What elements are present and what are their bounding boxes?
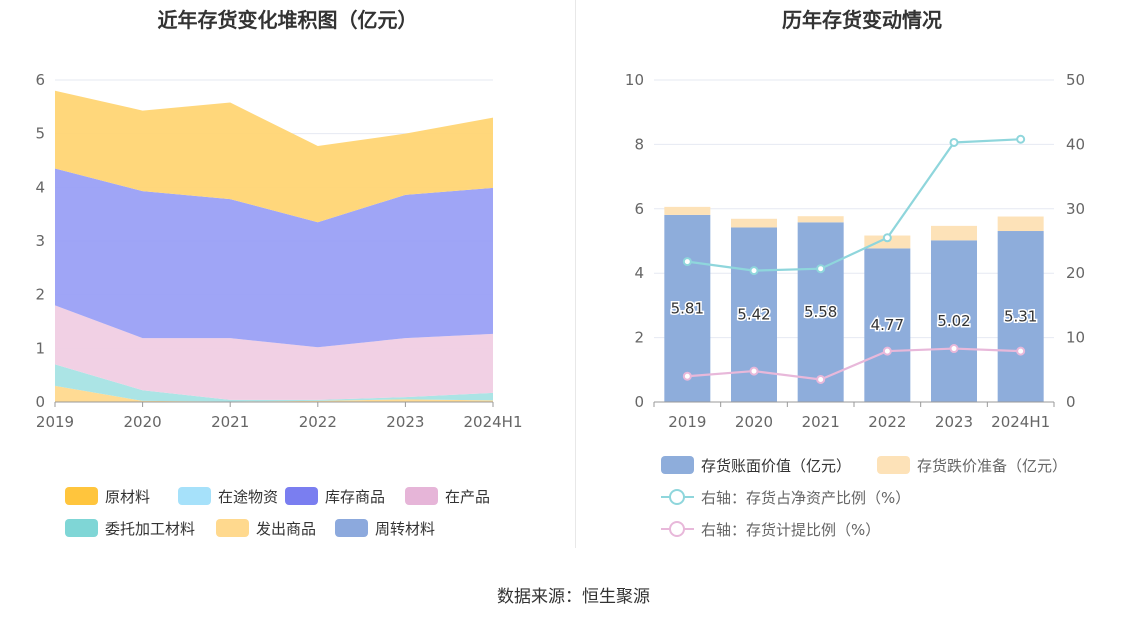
y-tick-label: 4: [35, 178, 45, 196]
right-chart-panel: 历年存货变动情况 0 2 4 6 8 10 0 10 20 30 40 50 5.81 5.42 5.58 4…: [577, 0, 1147, 560]
stacked-area-chart: 0 1 2 3 4 5 6 2019 2020 2021 2022 2023 2024H1 原材料 在途物资…: [35, 71, 523, 538]
legend-swatch-周转材料: [335, 519, 368, 537]
bar-存货跌价准备（亿元）: [997, 216, 1044, 232]
data-source-note: 数据来源：恒生聚源: [497, 587, 650, 607]
legend-label-net-asset-ratio: 右轴：存货占净资产比例（%）: [701, 489, 910, 507]
panel-divider: [575, 0, 576, 548]
y-right-tick-label: 30: [1066, 200, 1085, 218]
line-右轴：存货占净资产比例（%）: [687, 138, 1021, 272]
legend-swatch-库存商品: [285, 487, 318, 505]
bar-value-label: 5.42: [737, 306, 770, 324]
area-series-在产品: [55, 305, 493, 400]
legend-label-周转材料: 周转材料: [375, 520, 435, 538]
area-series-库存商品: [55, 168, 493, 348]
bar-存货账面价值（亿元）: [864, 248, 911, 402]
line-右轴：存货计提比例（%）: [687, 347, 1021, 381]
line-point: [1016, 346, 1026, 356]
x-tick-label: 2023: [935, 413, 973, 431]
y-tick-label: 1: [35, 339, 45, 357]
x-tick-label: 2020: [124, 413, 162, 431]
x-tick-label: 2022: [868, 413, 906, 431]
y-right-tick-label: 20: [1066, 264, 1085, 282]
legend-label-在途物资: 在途物资: [218, 488, 278, 506]
line-point: [816, 374, 826, 384]
y-left-tick-label: 10: [625, 71, 644, 89]
line-point: [949, 344, 959, 354]
y-tick-label: 0: [35, 393, 45, 411]
left-chart-title: 近年存货变化堆积图（亿元）: [157, 8, 418, 32]
y-right-tick-label: 50: [1066, 71, 1085, 89]
legend-label-委托加工材料: 委托加工材料: [105, 520, 195, 538]
legend-swatch-原材料: [65, 487, 98, 505]
legend-label-book-value: 存货账面价值（亿元）: [701, 457, 851, 475]
y-right-tick-label: 40: [1066, 135, 1085, 153]
inventory-bar-line-chart: 0 2 4 6 8 10 0 10 20 30 40 50 5.81 5.42 5.58 4.77 5.02 5.…: [625, 71, 1085, 539]
line-point: [682, 371, 692, 381]
legend-label-发出商品: 发出商品: [256, 520, 316, 538]
left-chart-panel: 近年存货变化堆积图（亿元） 0 1 2 3 4 5 6 2019 2020 2021 2022 202…: [0, 0, 575, 560]
bar-存货账面价值（亿元）: [997, 231, 1044, 402]
x-tick-label: 2020: [735, 413, 773, 431]
line-point: [1016, 134, 1026, 144]
bar-存货跌价准备（亿元）: [931, 225, 977, 241]
area-series-原材料: [55, 90, 493, 223]
x-tick-label: 2024H1: [464, 413, 523, 431]
legend-label-provision-ratio: 右轴：存货计提比例（%）: [701, 521, 880, 539]
x-tick-label: 2019: [36, 413, 74, 431]
line-point: [882, 346, 892, 356]
y-left-tick-label: 0: [634, 393, 644, 411]
legend-label-provision: 存货跌价准备（亿元）: [917, 457, 1067, 475]
area-series-发出商品: [55, 385, 493, 402]
line-point: [682, 257, 692, 267]
line-point: [749, 266, 759, 276]
y-right-tick-label: 10: [1066, 329, 1085, 347]
area-series-委托加工材料: [55, 364, 493, 402]
bar-存货跌价准备（亿元）: [731, 218, 777, 228]
bar-存货账面价值（亿元）: [931, 240, 977, 402]
y-tick-label: 3: [35, 232, 45, 250]
x-tick-label: 2019: [668, 413, 706, 431]
y-left-tick-label: 8: [634, 135, 644, 153]
legend-swatch-在产品: [405, 487, 438, 505]
legend-swatch-book-value: [661, 456, 694, 474]
x-tick-label: 2023: [386, 413, 424, 431]
x-tick-label: 2022: [299, 413, 337, 431]
y-tick-label: 5: [35, 125, 45, 143]
x-tick-label: 2024H1: [991, 413, 1050, 431]
line-point: [749, 366, 759, 376]
bar-value-label: 5.02: [937, 312, 970, 330]
bar-value-label: 5.58: [804, 303, 837, 321]
y-tick-label: 6: [35, 71, 45, 89]
x-tick-label: 2021: [211, 413, 249, 431]
bar-value-label: 5.81: [671, 299, 704, 317]
legend-marker-provision-ratio: [669, 521, 685, 537]
line-point: [816, 264, 826, 274]
line-point: [882, 233, 892, 243]
y-left-tick-label: 6: [634, 200, 644, 218]
right-chart-title: 历年存货变动情况: [782, 8, 942, 32]
legend-swatch-委托加工材料: [65, 519, 98, 537]
bar-存货跌价准备（亿元）: [797, 216, 844, 223]
legend-swatch-在途物资: [178, 487, 211, 505]
x-tick-label: 2021: [802, 413, 840, 431]
y-right-tick-label: 0: [1066, 393, 1076, 411]
legend-swatch-发出商品: [216, 519, 249, 537]
legend-label-库存商品: 库存商品: [325, 488, 385, 506]
bar-存货账面价值（亿元）: [664, 214, 711, 402]
y-left-tick-label: 2: [634, 329, 644, 347]
line-point: [949, 137, 959, 147]
legend-label-在产品: 在产品: [445, 488, 490, 506]
legend-swatch-provision: [877, 456, 910, 474]
legend-marker-net-asset-ratio: [669, 489, 685, 505]
bar-存货跌价准备（亿元）: [664, 206, 711, 215]
bar-value-label: 5.31: [1004, 308, 1037, 326]
y-left-tick-label: 4: [634, 264, 644, 282]
legend-label-原材料: 原材料: [105, 488, 150, 506]
y-tick-label: 2: [35, 286, 45, 304]
bar-value-label: 4.77: [871, 316, 904, 334]
